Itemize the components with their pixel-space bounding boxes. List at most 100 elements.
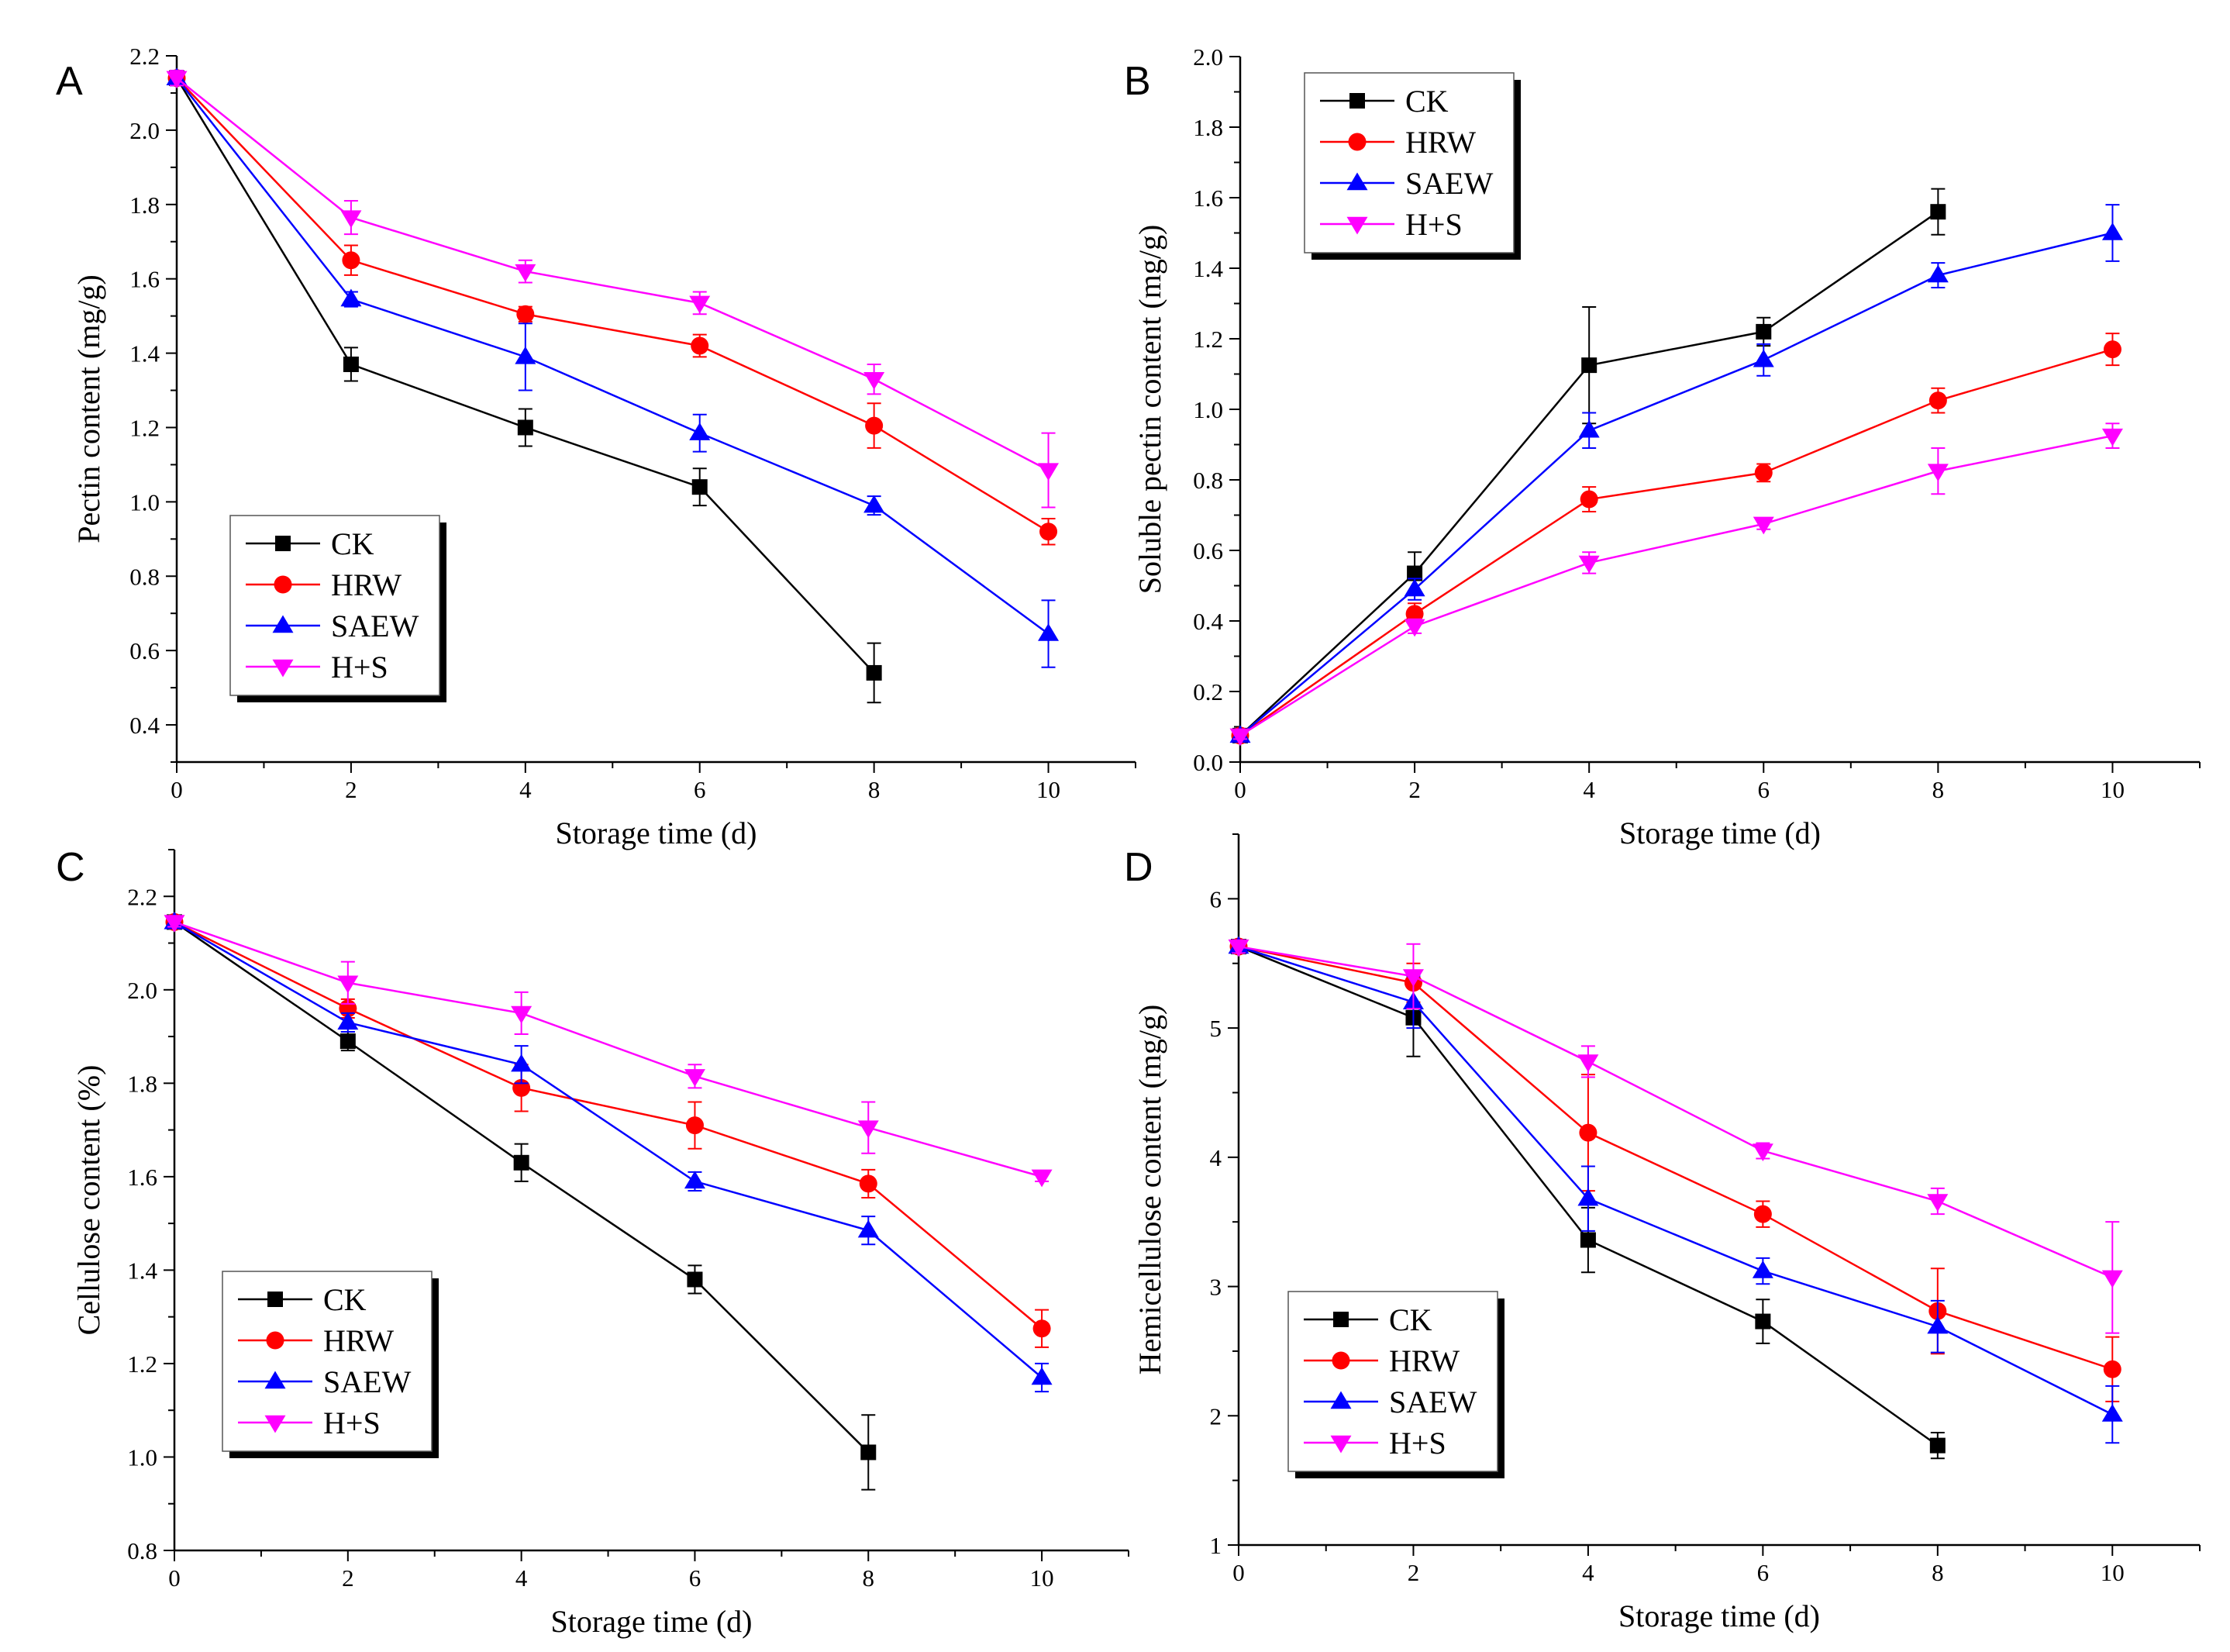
panel-b-y-tick-label: 0.4 <box>1193 608 1223 635</box>
panel-d-letter: D <box>1124 845 1153 890</box>
panel-c-series-saew-point <box>857 1219 879 1238</box>
panel-b-y-tick-label: 0.2 <box>1193 678 1223 705</box>
panel-b-y-axis-title: Soluble pectin content (mg/g) <box>1132 225 1167 595</box>
panel-c-legend-marker-hrw <box>266 1331 284 1350</box>
panel-a-legend-label-hrw: HRW <box>331 567 402 602</box>
panel-d-y-tick-label: 3 <box>1210 1274 1222 1301</box>
panel-c-series-ck-point <box>860 1444 877 1461</box>
panel-a-series-h-plus-s-point <box>515 264 536 282</box>
panel-c-letter: C <box>56 845 85 890</box>
panel-a-series-ck-point <box>517 419 533 436</box>
panel-c: C 0 2 4 6 8 10 0.8 1.0 1.2 1.4 1.6 1.8 2.0 2.2 Storage … <box>56 845 1129 1639</box>
panel-c-y-tick-label: 1.8 <box>127 1070 157 1097</box>
panel-d-x-tick-label: 2 <box>1408 1559 1420 1586</box>
panel-b-series-hrw-point <box>1405 605 1424 623</box>
panel-a-series-saew-line <box>176 77 1050 635</box>
panel-d-series-ck-point <box>1929 1437 1946 1454</box>
panel-b-legend-label-saew: SAEW <box>1405 166 1494 201</box>
panel-c-legend-marker-ck <box>267 1292 283 1307</box>
panel-b-legend-marker-ck <box>1349 93 1365 109</box>
panel-d-series-ck-point <box>1755 1313 1771 1330</box>
panel-a-series-h-plus-s-point <box>689 295 711 314</box>
panel-a: A 0 2 4 6 8 10 0.4 0.6 0.8 1.0 1.2 1.4 1.6 1.8 2.0 2.2 St… <box>56 43 1136 850</box>
panel-c-x-tick-label: 0 <box>168 1564 181 1592</box>
panel-a-legend-marker-ck <box>275 536 291 551</box>
panel-b-y-tick-label: 1.4 <box>1193 255 1223 282</box>
panel-a-y-tick-label: 1.8 <box>129 191 160 219</box>
panel-c-series-h-plus-s-point <box>164 915 185 933</box>
panel-a-legend-label-ck: CK <box>331 526 374 561</box>
panel-d-series-saew-point <box>1577 1188 1599 1206</box>
panel-c-series-h-plus-s-point <box>337 975 359 994</box>
panel-b-series-saew-point <box>2101 222 2123 240</box>
panel-a-x-axis-title: Storage time (d) <box>556 816 757 850</box>
panel-d-series-h-plus-s-point <box>1752 1143 1773 1161</box>
panel-a-series-saew-point <box>689 422 711 440</box>
panel-a-y-tick-label: 1.4 <box>129 340 160 367</box>
panel-d-y-tick-label: 2 <box>1210 1402 1222 1430</box>
panel-d-legend-marker-hrw <box>1332 1351 1350 1370</box>
panel-b-y-tick-label: 1.0 <box>1193 396 1223 423</box>
panel-a-y-tick-label: 0.6 <box>129 637 160 664</box>
panel-b-x-tick-label: 10 <box>2101 776 2125 803</box>
panel-a-series-ck-point <box>691 479 708 495</box>
panel-d-x-axis-title: Storage time (d) <box>1618 1599 1820 1633</box>
panel-a-x-tick-label: 0 <box>171 776 183 803</box>
panel-c-y-axis-title: Cellulose content (%) <box>71 1065 106 1336</box>
panel-b-series-saew-point <box>1404 578 1425 597</box>
panel-d-series-hrw-point <box>1579 1123 1598 1142</box>
panel-a-legend-marker-saew <box>272 615 294 633</box>
panel-c-legend-label-ck: CK <box>323 1282 367 1317</box>
panel-d-legend-marker-h-plus-s <box>1330 1435 1352 1454</box>
panel-a-x-tick-label: 4 <box>519 776 532 803</box>
panel-d-y-tick-label: 1 <box>1210 1532 1222 1559</box>
panel-a-legend-box <box>229 515 440 696</box>
panel-b-y-tick-label: 1.8 <box>1193 114 1223 141</box>
panel-c-x-tick-label: 2 <box>342 1564 354 1592</box>
panel-b-series-hrw-line <box>1239 348 2113 736</box>
panel-b-x-tick-label: 4 <box>1583 776 1595 803</box>
panel-d-x-tick-label: 10 <box>2101 1559 2125 1586</box>
panel-a-legend-marker-h-plus-s <box>272 659 294 678</box>
panel-b-y-tick-label: 0.8 <box>1193 467 1223 494</box>
panel-b-series-h-plus-s-line <box>1239 434 2113 736</box>
panel-b-series-saew-point <box>1753 349 1774 367</box>
panel-b-y-tick-label: 0.0 <box>1193 749 1223 776</box>
panel-b-legend-marker-h-plus-s <box>1346 216 1368 235</box>
panel-d-legend-label-h-plus-s: H+S <box>1389 1426 1446 1461</box>
panel-c-y-tick-label: 2.2 <box>127 883 157 910</box>
panel-b-series-ck-point <box>1581 357 1598 374</box>
panel-a-series-hrw-point <box>865 416 884 435</box>
panel-b-series-h-plus-s-point <box>2101 428 2123 447</box>
panel-c-x-tick-label: 4 <box>515 1564 528 1592</box>
panel-d-series-hrw-line <box>1238 945 2113 1371</box>
panel-d-series-h-plus-s-point <box>1402 969 1424 987</box>
panel-a-series-hrw-point <box>516 305 535 323</box>
panel-b-series-hrw-point <box>1580 490 1598 509</box>
panel-b-series-h-plus-s-point <box>1229 728 1251 747</box>
panel-a-y-tick-label: 0.4 <box>129 712 160 739</box>
panel-d-x-tick-label: 8 <box>1932 1559 1944 1586</box>
panel-b-x-tick-label: 8 <box>1932 776 1945 803</box>
panel-d-series-saew-point <box>1927 1316 1949 1334</box>
panel-c-x-tick-label: 10 <box>1030 1564 1054 1592</box>
panel-a-series-saew-point <box>340 288 362 307</box>
panel-d-y-tick-label: 5 <box>1210 1015 1222 1042</box>
panel-b-letter: B <box>1124 59 1151 104</box>
panel-b-x-tick-label: 2 <box>1408 776 1421 803</box>
panel-a-series-hrw-point <box>342 251 360 270</box>
panel-d-legend-box <box>1287 1291 1498 1472</box>
panel-c-series-hrw-point <box>685 1116 704 1135</box>
panel-d-y-axis-title: Hemicellulose content (mg/g) <box>1132 1005 1167 1375</box>
panel-b-series-saew-line <box>1239 232 2113 736</box>
panel-c-series-hrw-point <box>859 1174 877 1193</box>
panel-b-y-tick-label: 1.2 <box>1193 326 1223 353</box>
panel-c-y-tick-label: 1.0 <box>127 1443 157 1471</box>
panel-b-legend-marker-hrw <box>1348 133 1367 151</box>
panel-a-legend-label-saew: SAEW <box>331 609 419 643</box>
panel-c-series-h-plus-s-point <box>684 1069 705 1087</box>
panel-a-x-tick-label: 10 <box>1036 776 1060 803</box>
panel-c-y-tick-label: 1.6 <box>127 1164 157 1191</box>
